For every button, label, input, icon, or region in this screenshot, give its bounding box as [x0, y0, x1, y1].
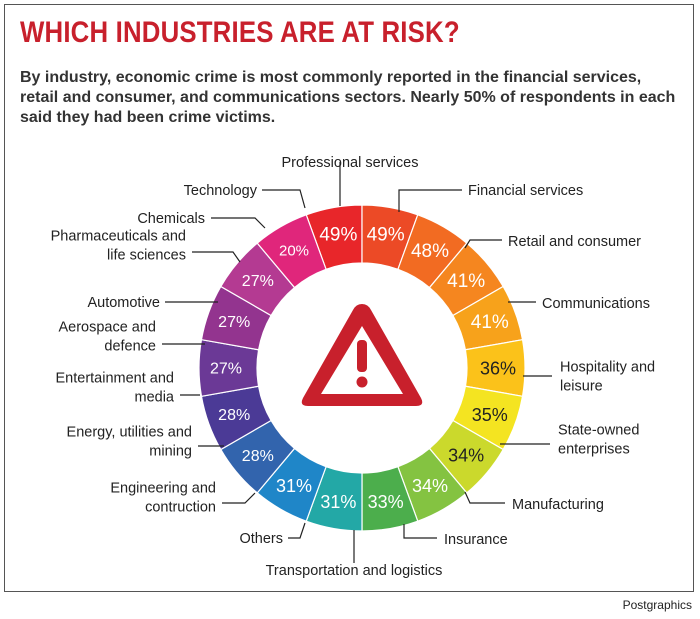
- category-label-hospitality-and-leisure: Hospitality and leisure: [560, 360, 655, 395]
- category-label-retail-and-consumer: Retail and consumer: [508, 234, 641, 250]
- warning-exclamation-dot: [356, 376, 368, 388]
- category-label-line: contruction: [145, 500, 216, 516]
- category-label-manufacturing: Manufacturing: [512, 497, 604, 513]
- category-label-transportation-and-logistics: Transportation and logistics: [266, 563, 443, 579]
- category-label-professional-services: Professional services: [282, 155, 419, 171]
- value-label-hospitality-and-leisure: 41%: [447, 271, 485, 292]
- category-label-line: enterprises: [558, 442, 630, 458]
- leader-line-financial-services: [398, 189, 462, 212]
- value-labels: 49% 49%48%41%41%36%35%34%34%33%31%31%28%2…: [210, 225, 516, 513]
- category-label-line: mining: [149, 444, 192, 460]
- category-label-line: Energy, utilities and: [67, 425, 192, 441]
- value-label-energy-utilities-and-mining: 31%: [320, 492, 356, 512]
- category-label-line: Technology: [184, 183, 258, 199]
- category-label-line: Transportation and logistics: [266, 563, 443, 579]
- category-label-line: Engineering and: [110, 481, 216, 497]
- value-label-professional-services: 20%: [279, 242, 309, 259]
- category-label-chemicals: Chemicals: [137, 211, 205, 227]
- leader-line-manufacturing: [464, 491, 505, 504]
- category-label-engineering-and-contruction: Engineering and contruction: [110, 481, 216, 516]
- category-label-communications: Communications: [542, 296, 650, 312]
- category-label-entertainment-and-media: Entertainment and media: [56, 371, 175, 406]
- category-label-line: Others: [239, 531, 283, 547]
- value-label-pharmaceuticals-and-life-sciences: 27%: [210, 361, 242, 378]
- value-label-financial-services: 49%: [319, 225, 357, 246]
- value-label-transportation-and-logistics: 34%: [448, 446, 484, 466]
- value-label-aerospace-and-defence: 28%: [242, 448, 274, 465]
- value-label-others: 34%: [412, 476, 448, 496]
- donut-segment-professional-services: [256, 214, 327, 289]
- chart-frame: [4, 4, 694, 592]
- warning-triangle-icon: [301, 304, 423, 406]
- category-label-line: Professional services: [282, 155, 419, 171]
- value-label-state-owned-enterprises: 41%: [471, 312, 509, 333]
- category-label-line: life sciences: [107, 248, 186, 264]
- value-label-entertainment-and-media: 31%: [276, 476, 312, 496]
- warning-exclamation-bar: [357, 340, 367, 372]
- category-label-line: Automotive: [87, 295, 160, 311]
- category-label-pharmaceuticals-and-life-sciences: Pharmaceuticals and life sciences: [51, 229, 186, 264]
- source-credit: Postgraphics: [622, 598, 692, 612]
- value-label-retail-and-consumer: 49%: [367, 225, 405, 246]
- warning-triangle-outline: [301, 304, 423, 406]
- value-label-automotive: 28%: [218, 407, 250, 424]
- category-label-aerospace-and-defence: Aerospace and defence: [58, 320, 156, 355]
- leader-line-insurance: [403, 524, 437, 539]
- leader-line-technology: [262, 189, 306, 209]
- category-label-financial-services: Financial services: [468, 183, 583, 199]
- page-subtitle: By industry, economic crime is most comm…: [20, 69, 676, 126]
- leader-line-pharmaceuticals-and-life-sciences: [192, 251, 241, 263]
- category-label-line: Communications: [542, 296, 650, 312]
- value-label-manufacturing: 36%: [480, 358, 516, 378]
- category-label-line: Pharmaceuticals and: [51, 229, 186, 245]
- category-label-others: Others: [239, 531, 283, 547]
- category-label-automotive: Automotive: [87, 295, 160, 311]
- value-label-insurance: 35%: [472, 405, 508, 425]
- category-label-line: leisure: [560, 379, 603, 395]
- category-label-line: Aerospace and: [58, 320, 156, 336]
- value-label-engineering-and-contruction: 33%: [368, 492, 404, 512]
- donut-chart: 49% 49%48%41%41%36%35%34%34%33%31%31%28%2…: [51, 155, 656, 579]
- category-label-technology: Technology: [184, 183, 258, 199]
- value-label-communications: 48%: [411, 241, 449, 262]
- value-label-chemicals: 27%: [218, 314, 250, 331]
- category-label-line: Chemicals: [137, 211, 205, 227]
- value-label-technology: 27%: [242, 273, 274, 290]
- category-label-line: media: [135, 390, 175, 406]
- category-label-line: Hospitality and: [560, 360, 655, 376]
- category-label-insurance: Insurance: [444, 532, 508, 548]
- category-label-line: Financial services: [468, 183, 583, 199]
- leader-line-others: [288, 522, 306, 539]
- category-label-line: defence: [104, 339, 156, 355]
- leader-line-retail-and-consumer: [464, 239, 502, 249]
- category-label-state-owned-enterprises: State-owned enterprises: [558, 423, 639, 458]
- category-label-line: Manufacturing: [512, 497, 604, 513]
- category-callouts: Financial services Retail and consumer Com…: [51, 155, 656, 579]
- category-label-line: Entertainment and: [56, 371, 175, 387]
- category-label-line: Retail and consumer: [508, 234, 641, 250]
- leader-line-chemicals: [211, 217, 266, 229]
- page-title: WHICH INDUSTRIES ARE AT RISK?: [20, 16, 460, 49]
- category-label-line: State-owned: [558, 423, 639, 439]
- leader-line-engineering-and-contruction: [222, 492, 256, 504]
- category-label-energy-utilities-and-mining: Energy, utilities and mining: [67, 425, 192, 460]
- category-label-line: Insurance: [444, 532, 508, 548]
